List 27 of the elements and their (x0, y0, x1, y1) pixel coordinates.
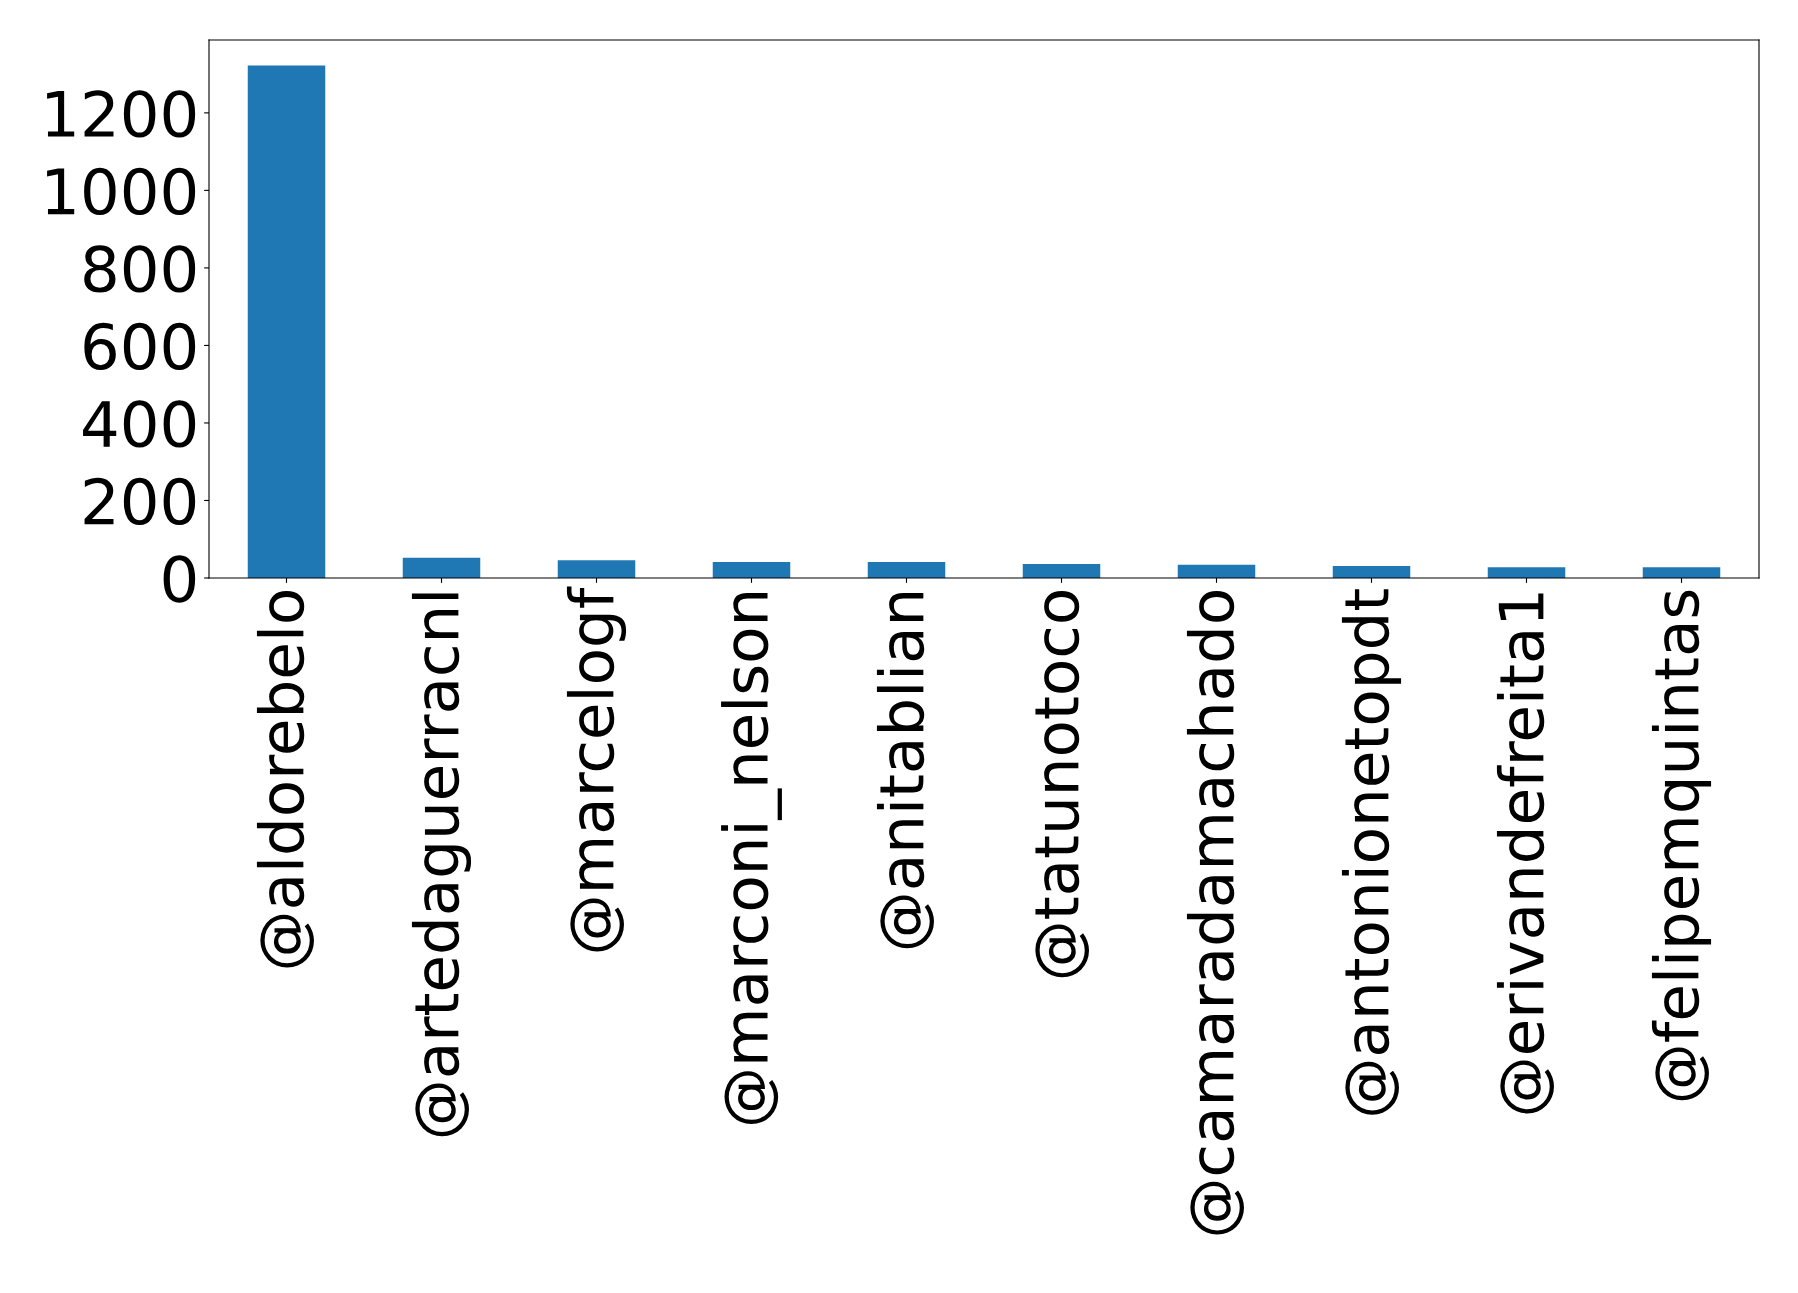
bar (712, 562, 791, 578)
bar (1642, 567, 1721, 578)
x-tick-label: @felipemquintas (1651, 590, 1712, 1101)
x-tick-label: @erivandefreita1 (1496, 593, 1554, 1114)
x-tick-label: @artedaguerracnl (411, 593, 472, 1137)
x-tick-label: @marcelogf (566, 586, 627, 952)
y-tick-label: 1200 (47, 90, 196, 138)
bar (247, 65, 326, 578)
y-tick-label: 200 (84, 477, 196, 526)
x-tick-label: @anitablian (876, 592, 934, 949)
x-tick-label: @tatunotoco (1035, 591, 1089, 978)
x-tick-label: @camaradamachado (1186, 591, 1244, 1235)
bar (867, 562, 946, 578)
x-tick-label: @antonionetopdt (1341, 589, 1402, 1115)
y-tick-label: 1000 (47, 167, 196, 216)
y-tick-label: 600 (84, 322, 196, 371)
bar (1332, 565, 1411, 578)
x-tick-label: @aldorebelo (256, 591, 314, 968)
y-tick-label: 400 (83, 400, 196, 448)
bar (402, 557, 481, 578)
bar (1177, 564, 1256, 578)
bar (1487, 567, 1566, 578)
x-tick-label: @marconi_nelson (721, 592, 782, 1125)
bar (1022, 564, 1101, 578)
y-tick-label: 800 (84, 245, 196, 293)
bar (557, 560, 636, 578)
y-tick-label: 0 (163, 555, 196, 603)
